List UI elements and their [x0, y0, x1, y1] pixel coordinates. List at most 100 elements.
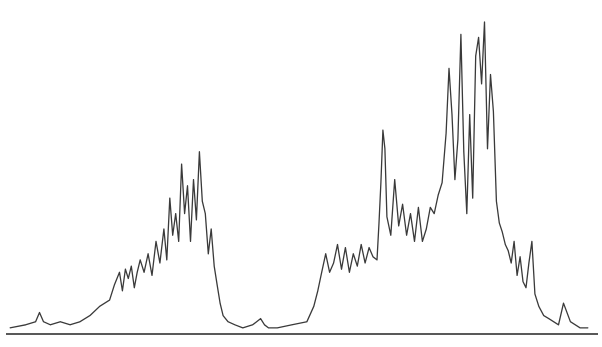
data-point	[380, 182, 382, 184]
data-point	[498, 222, 500, 224]
data-point	[190, 241, 191, 242]
data-point	[159, 262, 161, 264]
data-point	[501, 231, 503, 233]
data-point	[543, 315, 545, 316]
data-point	[553, 321, 554, 323]
data-point	[466, 213, 468, 215]
data-point	[204, 213, 206, 215]
data-point	[276, 327, 278, 329]
data-point	[356, 265, 358, 267]
data-point	[376, 259, 378, 261]
data-point	[122, 290, 123, 292]
data-point	[207, 253, 209, 255]
data-point	[337, 244, 338, 245]
data-point	[178, 241, 180, 242]
data-point	[50, 324, 51, 326]
data-point	[25, 324, 27, 326]
data-point	[172, 234, 174, 236]
data-point	[418, 207, 419, 208]
data-point	[563, 302, 564, 304]
data-point	[333, 262, 334, 264]
series-group	[9, 21, 589, 329]
data-point	[341, 268, 342, 270]
data-point	[133, 287, 135, 289]
data-point	[410, 213, 411, 215]
data-point	[219, 302, 221, 304]
data-point	[460, 34, 462, 35]
data-point	[548, 318, 550, 319]
data-point	[143, 271, 145, 273]
data-point	[487, 148, 488, 150]
data-point	[522, 281, 524, 282]
data-point	[558, 324, 559, 326]
data-point	[394, 179, 396, 181]
data-point	[155, 241, 157, 242]
data-point	[227, 321, 229, 323]
data-point	[43, 321, 44, 323]
data-point	[378, 222, 380, 224]
data-point	[364, 262, 366, 264]
data-point	[99, 305, 101, 307]
data-point	[125, 268, 126, 270]
data-point	[402, 203, 403, 205]
data-point	[317, 290, 319, 292]
data-point	[472, 197, 474, 199]
data-point	[216, 284, 218, 285]
data-point	[151, 275, 153, 276]
data-point	[398, 225, 400, 227]
data-point	[587, 327, 589, 329]
data-point	[163, 228, 165, 230]
data-point	[360, 244, 362, 245]
data-point	[119, 271, 120, 273]
data-point	[59, 321, 61, 323]
data-point	[169, 197, 171, 199]
data-point	[201, 200, 203, 202]
data-point	[130, 265, 132, 267]
data-point	[478, 37, 479, 38]
data-point	[372, 256, 374, 258]
data-point	[451, 114, 453, 116]
data-point	[89, 315, 91, 316]
data-point	[422, 241, 423, 242]
data-point	[175, 213, 177, 215]
data-point	[448, 68, 450, 69]
data-point	[445, 132, 447, 134]
data-point	[534, 293, 536, 295]
data-point	[484, 21, 485, 23]
data-point	[222, 315, 224, 316]
data-point	[579, 327, 581, 329]
data-point	[268, 327, 269, 329]
data-point	[493, 111, 494, 112]
data-point	[516, 275, 518, 276]
data-point	[538, 305, 540, 307]
data-point	[525, 287, 527, 289]
data-point	[109, 299, 110, 301]
data-point	[481, 83, 482, 85]
data-point	[184, 213, 186, 215]
data-point	[382, 129, 384, 131]
data-point	[519, 256, 521, 258]
data-point	[349, 271, 350, 273]
data-point	[531, 241, 533, 242]
data-point	[39, 312, 40, 313]
data-point	[181, 163, 183, 165]
data-point	[414, 241, 415, 242]
data-point	[325, 253, 327, 255]
data-point	[384, 148, 386, 150]
data-point	[139, 259, 141, 261]
data-point	[193, 179, 194, 181]
data-point	[368, 247, 370, 249]
data-point	[147, 253, 149, 255]
data-point	[469, 114, 471, 116]
data-point	[199, 151, 200, 153]
data-point	[457, 139, 459, 140]
data-point	[210, 228, 212, 230]
data-point	[35, 321, 36, 323]
data-point	[352, 253, 354, 255]
data-point	[454, 179, 456, 181]
data-point	[291, 324, 293, 326]
data-point	[406, 234, 407, 236]
